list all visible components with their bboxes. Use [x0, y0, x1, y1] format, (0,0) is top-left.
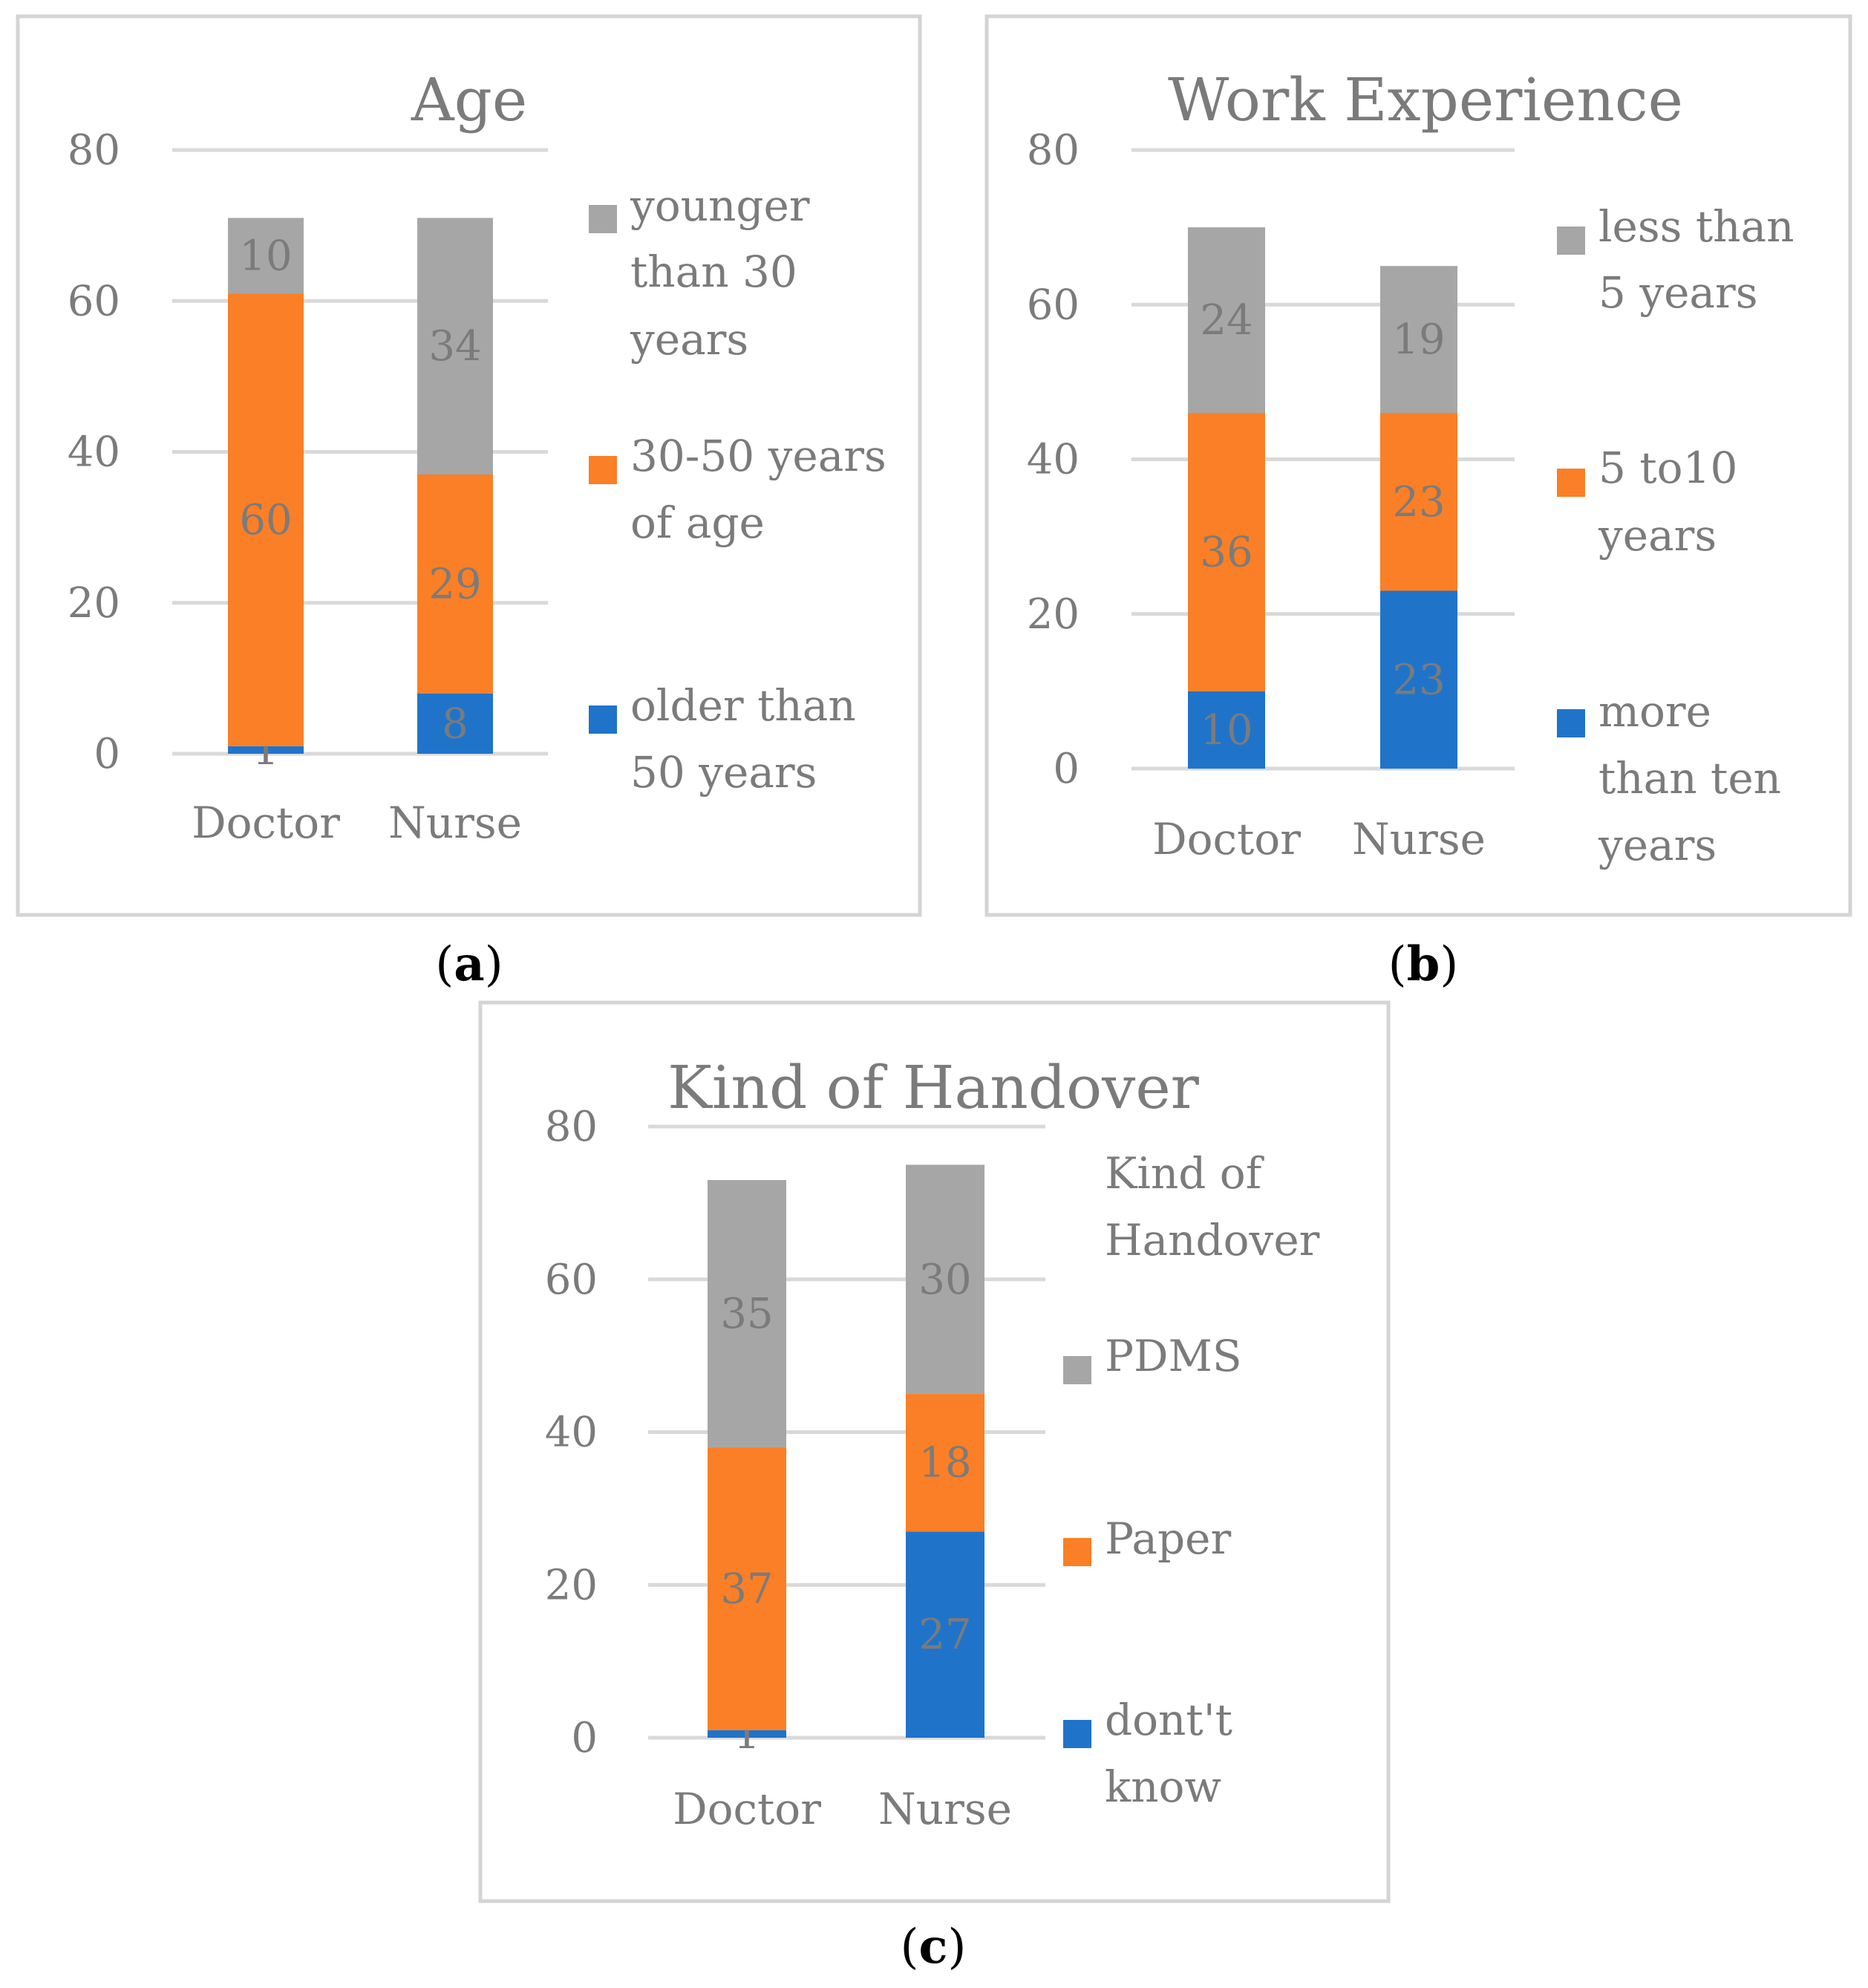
- bar-doctor-0: [228, 746, 304, 754]
- panel-caption: (c): [901, 1919, 967, 1975]
- bar-nurse-2: [417, 218, 493, 475]
- bar-nurse-1: [906, 1394, 984, 1532]
- bar-nurse-0: [1380, 590, 1457, 769]
- bar-nurse-0: [417, 693, 493, 754]
- y-tick-label: 60: [68, 277, 120, 325]
- x-category-label: Nurse: [1352, 814, 1486, 864]
- y-tick-label: 20: [545, 1561, 598, 1609]
- bar-doctor-0: [708, 1730, 786, 1738]
- data-label: 37: [720, 1565, 773, 1613]
- bar-nurse-0: [906, 1531, 984, 1738]
- y-tick-label: 40: [545, 1409, 598, 1457]
- x-category-label: Doctor: [192, 798, 340, 848]
- x-category-label: Doctor: [673, 1784, 821, 1834]
- bar-nurse-2: [1380, 266, 1457, 414]
- y-tick-label: 0: [94, 730, 120, 778]
- legend-swatch-orange: [1557, 469, 1585, 497]
- y-tick-label: 80: [68, 126, 120, 175]
- chart-title: Kind of Handover: [667, 1053, 1200, 1122]
- legend-swatch-blue: [1063, 1720, 1091, 1748]
- chart-panel-0: 020406080Age16010Doctor82934Nurseyounger…: [16, 14, 922, 992]
- legend-swatch-gray: [1063, 1356, 1091, 1384]
- legend-label: less than 5 years: [1598, 201, 1808, 318]
- legend-label: 30-50 years of age: [630, 431, 900, 548]
- legend-swatch-orange: [589, 456, 617, 484]
- y-tick-label: 20: [1027, 590, 1080, 639]
- y-tick-label: 0: [571, 1714, 598, 1762]
- legend-title: Kind of Handover: [1105, 1148, 1320, 1265]
- legend-label: older than 50 years: [630, 680, 869, 798]
- data-label: 23: [1392, 656, 1445, 704]
- y-tick-label: 80: [1027, 126, 1080, 175]
- data-label: 60: [239, 496, 292, 544]
- panel-caption: (b): [1388, 936, 1459, 992]
- data-label: 36: [1200, 528, 1253, 576]
- legend-label: younger than 30 years: [630, 180, 823, 365]
- bar-doctor-1: [708, 1447, 786, 1730]
- data-label: 24: [1200, 296, 1253, 345]
- bar-doctor-1: [228, 293, 304, 746]
- bar-doctor-2: [228, 218, 304, 294]
- bar-doctor-2: [1188, 227, 1265, 414]
- y-tick-label: 80: [545, 1103, 598, 1151]
- legend-swatch-blue: [589, 705, 617, 734]
- data-label: 29: [428, 560, 481, 608]
- data-label: 10: [239, 232, 292, 280]
- data-label: 10: [1200, 706, 1253, 755]
- y-tick-label: 40: [1027, 436, 1080, 484]
- y-tick-label: 60: [1027, 281, 1080, 329]
- panel-caption: (a): [435, 936, 503, 992]
- chart-title: Work Experience: [1168, 65, 1683, 134]
- legend-swatch-gray: [589, 205, 617, 233]
- bar-nurse-1: [1380, 413, 1457, 591]
- legend-label: 5 to10 years: [1598, 443, 1751, 561]
- bar-nurse-2: [906, 1164, 984, 1395]
- legend-swatch-gray: [1557, 226, 1585, 255]
- y-tick-label: 60: [545, 1256, 598, 1304]
- y-tick-label: 0: [1053, 745, 1080, 793]
- data-label: 19: [1392, 316, 1445, 364]
- y-tick-label: 20: [68, 579, 120, 628]
- legend-swatch-blue: [1557, 709, 1585, 737]
- data-label: 27: [918, 1611, 971, 1659]
- y-tick-label: 40: [68, 428, 120, 477]
- data-label: 30: [918, 1256, 971, 1304]
- bar-nurse-1: [417, 474, 493, 694]
- legend-label: Paper: [1105, 1513, 1231, 1564]
- chart-title: Age: [411, 65, 527, 134]
- bar-doctor-1: [1188, 413, 1265, 691]
- x-category-label: Nurse: [388, 798, 522, 848]
- data-label: 34: [428, 322, 481, 371]
- data-label: 23: [1392, 478, 1445, 527]
- data-label: 18: [918, 1439, 971, 1487]
- data-label: 35: [720, 1290, 773, 1338]
- legend-label: more than ten years: [1598, 686, 1794, 870]
- x-category-label: Nurse: [878, 1784, 1012, 1834]
- x-category-label: Doctor: [1152, 814, 1301, 864]
- legend-swatch-orange: [1063, 1538, 1091, 1566]
- bar-doctor-2: [708, 1180, 786, 1448]
- bar-doctor-0: [1188, 691, 1265, 769]
- chart-panel-1: 0 20 40 60 80 Work Experience 10 36 24 Doctor 23 23…: [984, 14, 1852, 992]
- legend-label: PDMS: [1105, 1331, 1242, 1381]
- legend-label: dont't know: [1105, 1695, 1246, 1812]
- data-label: 8: [442, 700, 468, 748]
